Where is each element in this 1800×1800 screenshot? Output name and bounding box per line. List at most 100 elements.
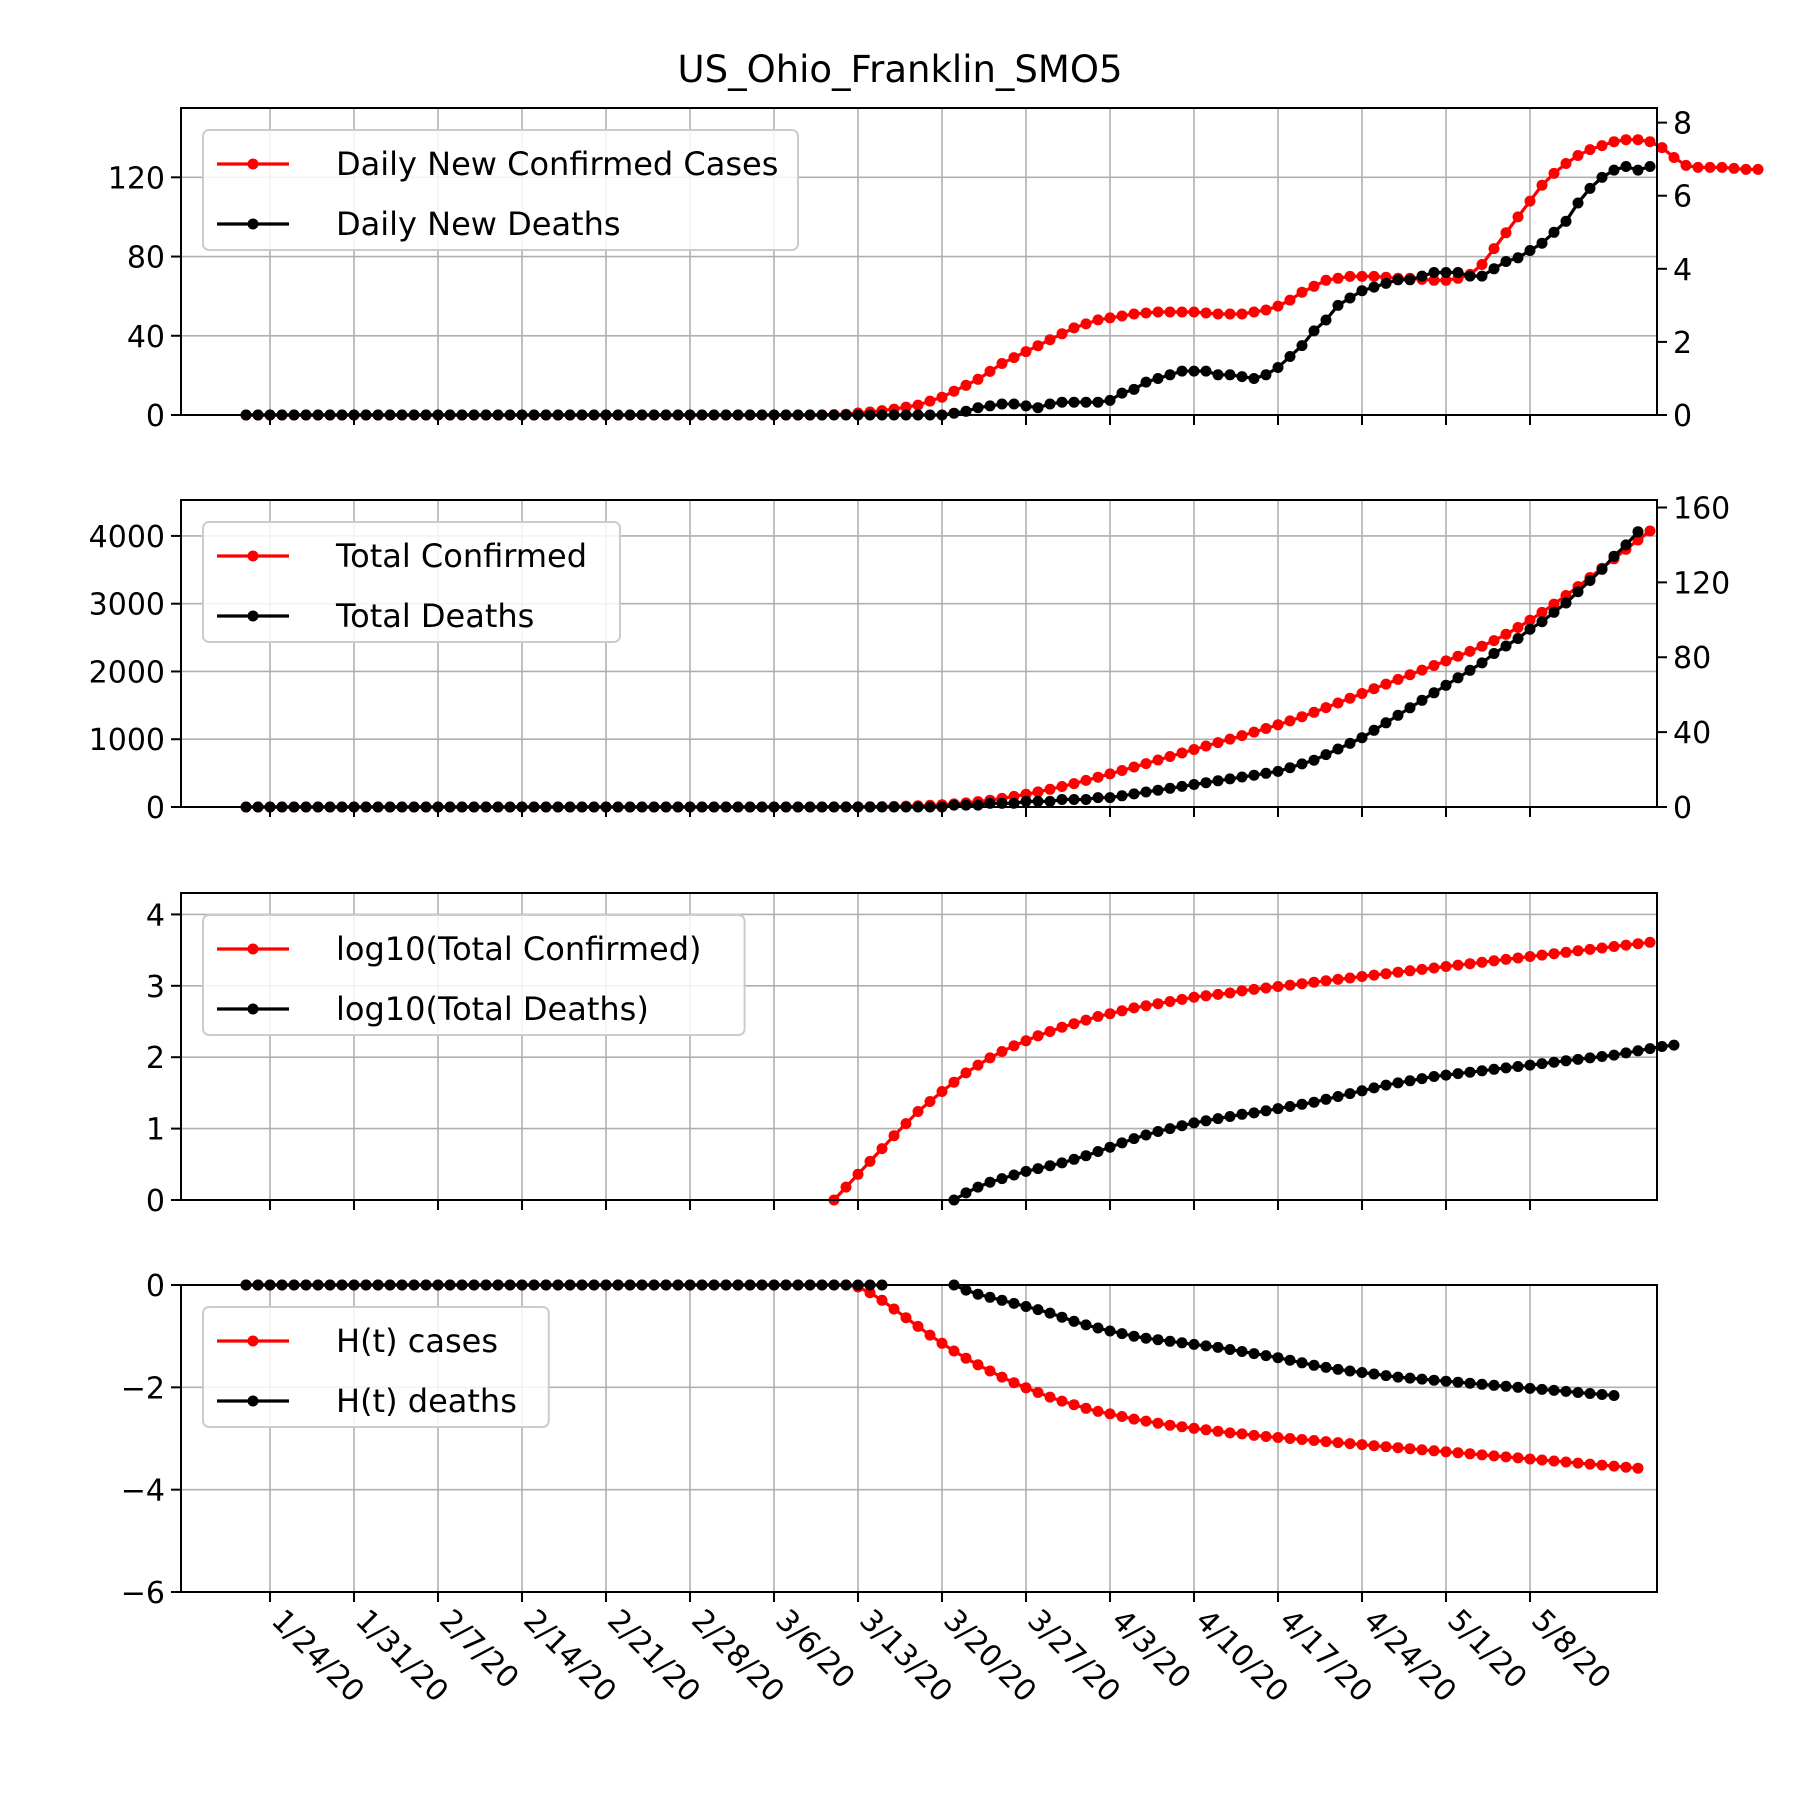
data-point [1260,1350,1272,1362]
data-point [1332,1091,1344,1102]
legend-label: H(t) cases [336,1322,498,1360]
data-point [1092,792,1104,804]
data-point [1356,971,1368,982]
data-point [1368,281,1380,293]
data-point [900,1118,912,1130]
data-point [1608,1460,1620,1472]
y-tick-label: 40 [127,320,165,355]
data-point [1548,167,1560,179]
data-point [1428,1071,1440,1082]
data-point [1164,306,1176,318]
data-point [1212,308,1224,320]
data-point [1272,1352,1284,1364]
data-point [1452,1376,1464,1388]
data-point [1032,1387,1044,1398]
y-tick-label: 4 [146,898,165,933]
data-point [1200,307,1212,319]
data-point [1044,334,1056,346]
axes-frame [180,107,1658,416]
data-point [1068,322,1080,334]
data-point [1068,1399,1080,1411]
data-point [1236,371,1248,383]
x-tick-label: 4/10/20 [1188,1603,1295,1710]
data-point [1464,1377,1476,1389]
data-point [1344,1365,1356,1377]
data-point [1104,1008,1116,1020]
data-point [1032,402,1044,414]
y-tick-label: 0 [146,1184,165,1219]
data-point [1008,1377,1020,1389]
data-point [1536,237,1548,249]
data-point [1212,1341,1224,1353]
data-point [1656,1041,1668,1052]
data-point [1116,1005,1128,1017]
data-point [1392,673,1404,685]
data-point [1536,949,1548,961]
data-point [1404,1372,1416,1384]
data-point [972,1288,984,1300]
data-point [1356,285,1368,297]
data-point [1020,1301,1032,1312]
data-point [1224,987,1236,999]
data-point [1668,1039,1680,1051]
data-point [1284,351,1296,362]
data-point [1368,683,1380,695]
data-point [1092,1146,1104,1157]
data-point [1176,1337,1188,1349]
y-tick-label-right: 6 [1673,180,1692,215]
data-point [888,1303,900,1315]
data-point [1476,1378,1488,1390]
data-point [1128,788,1140,800]
data-point [1248,373,1260,384]
data-point [1500,1451,1512,1463]
legend-label: Daily New Confirmed Cases [336,145,778,183]
data-point [1428,1445,1440,1457]
data-point [1476,1065,1488,1077]
data-point [1512,1381,1524,1393]
data-point [1440,655,1452,667]
y-tick-label-right: 8 [1673,107,1692,142]
data-point [1488,1063,1500,1075]
data-point [1632,1045,1644,1057]
legend-label: Total Confirmed [335,537,587,575]
data-point [1080,794,1092,805]
data-point [1476,640,1488,652]
data-point [1068,794,1080,805]
data-point [900,401,912,413]
data-point [1440,1069,1452,1081]
data-point [1512,1452,1524,1464]
data-point [1308,706,1320,718]
data-point [1548,1384,1560,1396]
data-point [1272,300,1284,312]
axes-frame [180,499,1658,808]
data-point [1176,993,1188,1005]
data-point [996,1046,1008,1057]
data-point [948,1345,960,1357]
data-point [1512,622,1524,633]
data-point [1560,1055,1572,1067]
data-point [1488,648,1500,659]
data-point [1368,1440,1380,1452]
data-point [1416,694,1428,706]
data-point [1380,1441,1392,1453]
data-point [1416,664,1428,676]
data-point [1092,1322,1104,1334]
data-point [948,385,960,397]
data-point [1452,267,1464,278]
data-point [1500,256,1512,267]
data-point [1512,633,1524,644]
data-point [984,1365,996,1377]
data-point [1116,790,1128,802]
data-point [1272,362,1284,373]
data-point [1056,1157,1068,1169]
data-point [1200,990,1212,1002]
data-point [1320,314,1332,326]
data-point [1260,1431,1272,1442]
data-point [1356,1367,1368,1378]
data-point [1608,136,1620,148]
data-point [1344,292,1356,304]
data-point [1128,1413,1140,1425]
data-point [1620,1047,1632,1059]
data-point [1380,678,1392,690]
y-tick-label-right: 2 [1673,326,1692,361]
